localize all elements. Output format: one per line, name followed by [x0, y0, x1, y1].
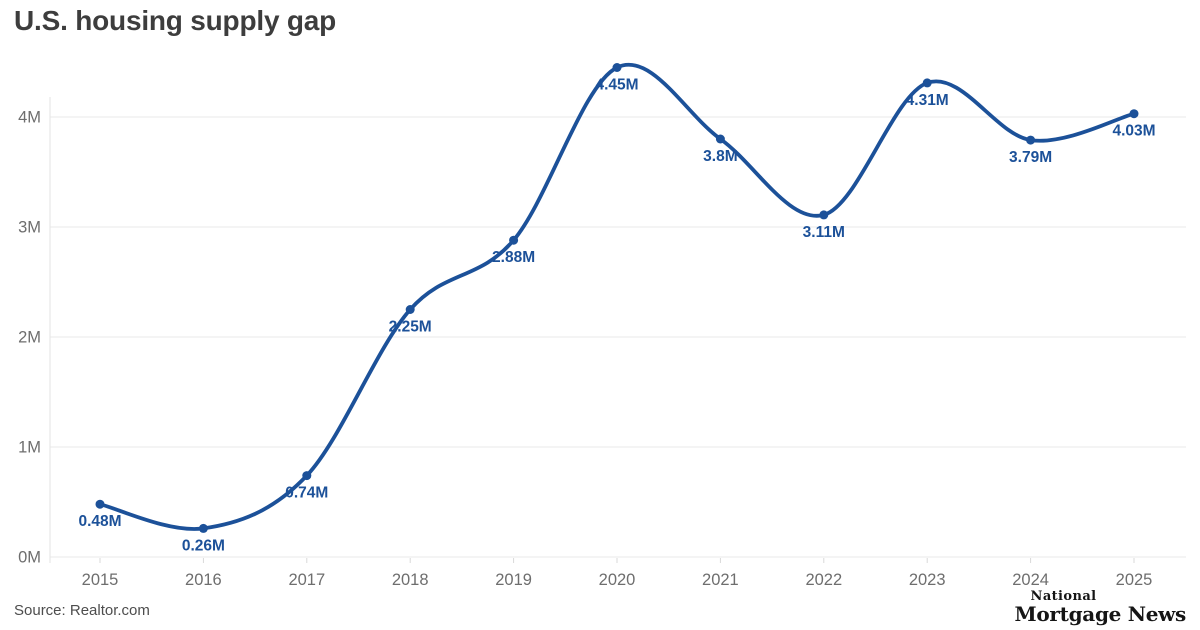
x-tick-label: 2021 — [702, 571, 739, 589]
data-point — [715, 134, 725, 144]
data-point-label: 3.8M — [703, 148, 737, 165]
data-point-label: 2.25M — [389, 319, 432, 336]
y-tick-label: 2M — [18, 329, 41, 347]
data-point — [922, 78, 932, 88]
data-point-label: 3.11M — [803, 224, 845, 241]
data-line — [98, 63, 1136, 531]
data-point-label: 0.48M — [78, 513, 121, 530]
chart-title: U.S. housing supply gap — [14, 5, 337, 36]
x-tick-label: 2015 — [82, 571, 119, 589]
data-point — [612, 63, 622, 72]
data-point — [198, 523, 208, 533]
data-point-label: 3.79M — [1009, 149, 1052, 166]
data-point-label: 0.74M — [285, 485, 328, 502]
data-point-label: 4.45M — [595, 77, 638, 94]
x-tick-label: 2022 — [805, 571, 842, 589]
x-tick-label: 2017 — [288, 571, 325, 589]
x-tick-label: 2020 — [599, 571, 636, 589]
data-point — [1026, 135, 1036, 145]
y-tick-label: 1M — [18, 439, 41, 457]
x-tick-label: 2024 — [1012, 571, 1049, 589]
data-point — [405, 305, 415, 314]
x-tick-label: 2023 — [909, 571, 946, 589]
data-point — [509, 235, 519, 245]
data-point — [95, 499, 105, 509]
y-tick-label: 0M — [18, 549, 41, 567]
x-tick-label: 2025 — [1116, 571, 1153, 589]
data-point — [302, 471, 312, 481]
data-point-label: 4.31M — [906, 92, 949, 109]
data-point-label: 2.88M — [492, 249, 535, 266]
source-note: Source: Realtor.com — [14, 602, 150, 619]
y-tick-label: 4M — [18, 109, 41, 127]
data-point-label: 4.03M — [1112, 123, 1155, 140]
publisher-logo-line1: National — [1030, 589, 1097, 604]
publisher-logo-line2: Mortgage News — [1014, 602, 1187, 626]
data-point — [819, 210, 829, 220]
x-tick-label: 2018 — [392, 571, 429, 589]
y-tick-label: 3M — [18, 219, 41, 237]
x-tick-label: 2016 — [185, 571, 222, 589]
x-tick-label: 2019 — [495, 571, 532, 589]
publisher-logo: National Mortgage News — [1014, 589, 1187, 626]
data-point-label: 0.26M — [182, 537, 225, 554]
data-point — [1129, 109, 1139, 119]
